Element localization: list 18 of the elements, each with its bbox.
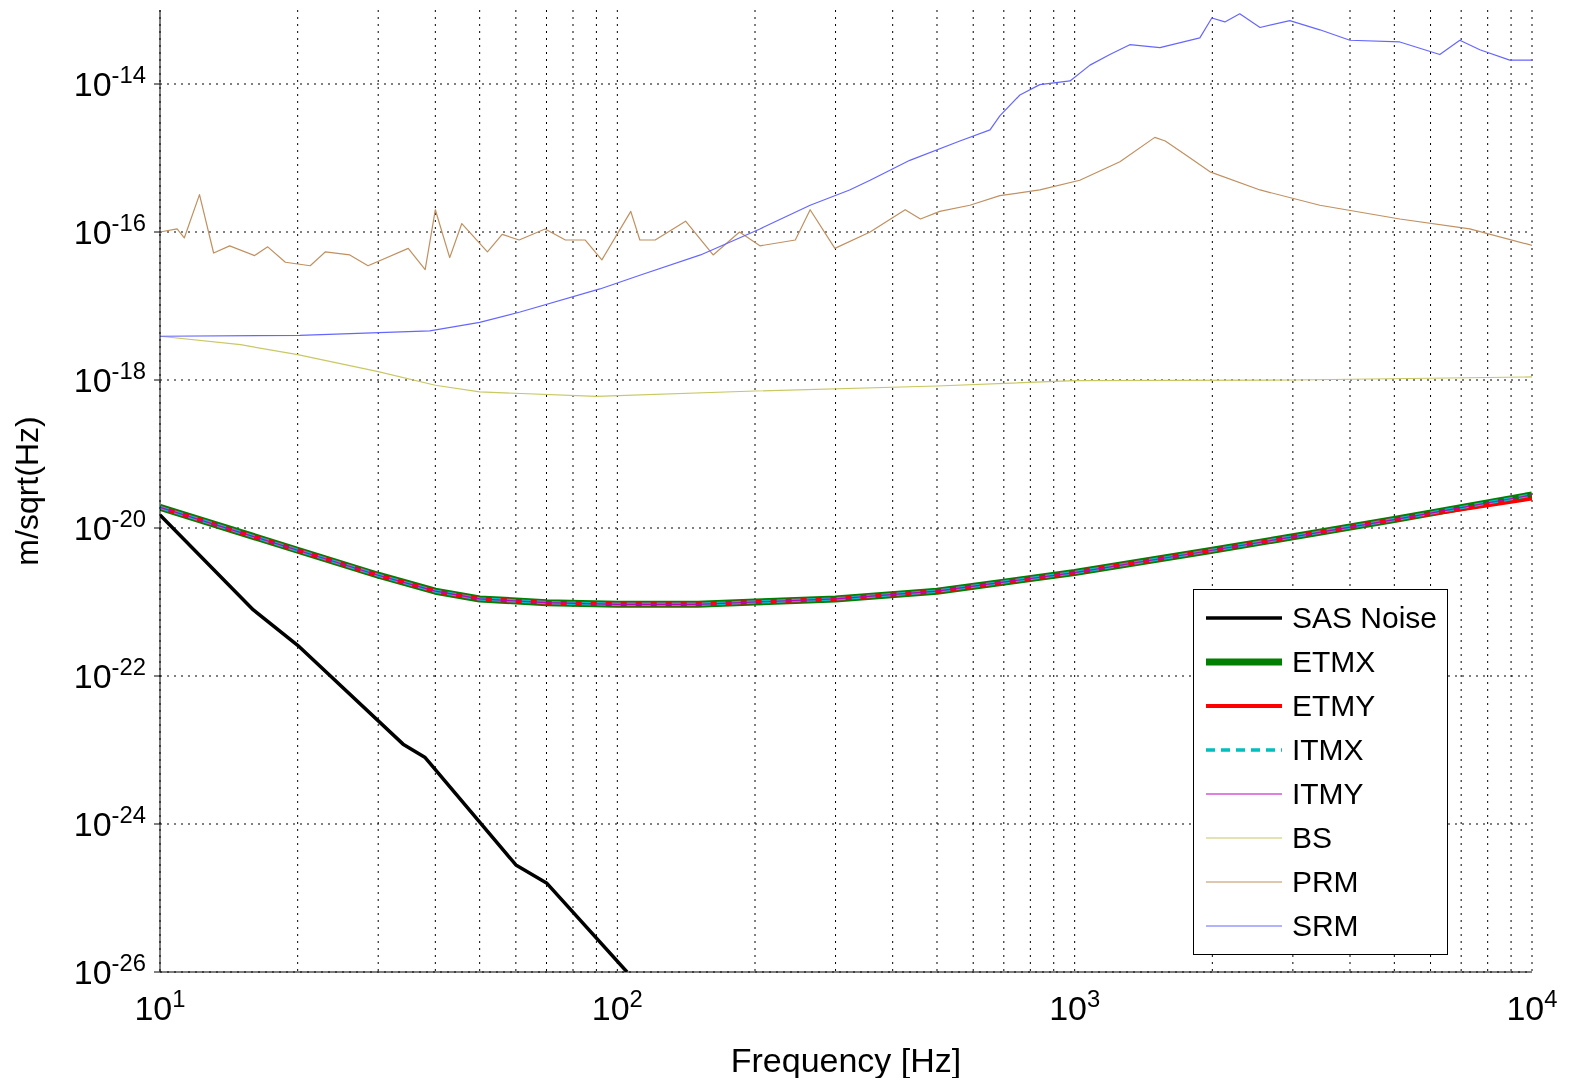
y-tick-label: 10$^{-22}$	[73, 652, 146, 695]
y-tick-label: 10$^{-14}$	[73, 60, 146, 103]
legend-label: ETMX	[1291, 645, 1376, 679]
x-tick-label: 10$^{2}$	[591, 984, 643, 1027]
legend-label: ETMY	[1291, 689, 1376, 723]
y-tick-label: 10$^{-24}$	[73, 800, 146, 843]
x-tick-label: 10$^{3}$	[1049, 984, 1101, 1027]
legend-label: SAS Noise	[1291, 601, 1437, 635]
legend-label: ITMY	[1291, 777, 1364, 811]
y-tick-label: 10$^{-16}$	[73, 208, 146, 251]
legend-label: BS	[1291, 821, 1332, 855]
legend-label: SRM	[1291, 909, 1359, 943]
y-axis-title: m/sqrt(Hz)	[9, 416, 45, 566]
y-tick-label: 10$^{-18}$	[73, 356, 146, 399]
x-tick-label: 10$^{4}$	[1506, 984, 1558, 1027]
legend-label: PRM	[1291, 865, 1359, 899]
legend-label: ITMX	[1291, 733, 1364, 767]
y-tick-label: 10$^{-20}$	[73, 504, 146, 547]
